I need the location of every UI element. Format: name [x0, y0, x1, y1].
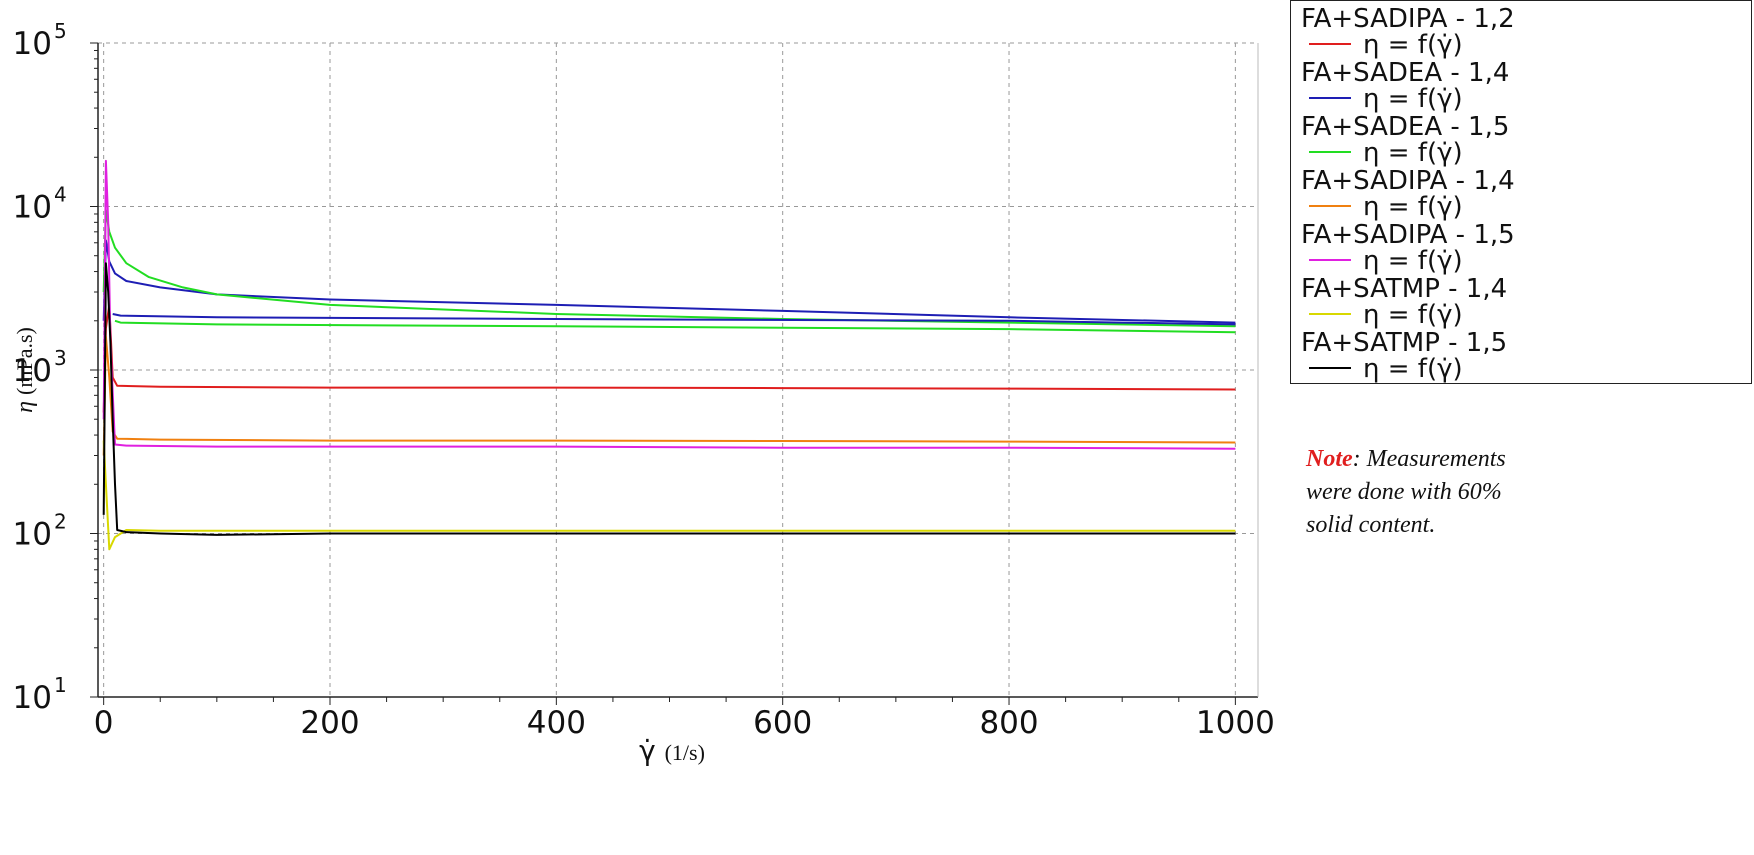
x-tick-label: 0: [94, 705, 114, 741]
legend-series-item: η = f(γ̇): [1309, 355, 1463, 383]
y-axis-title: η (mPa.s): [12, 327, 38, 413]
y-tick-exponent: 3: [54, 346, 67, 370]
series-line-8: [112, 313, 1236, 326]
legend-swatch: [1309, 150, 1351, 153]
x-axis-unit: (1/s): [665, 740, 705, 765]
axis-layer: [90, 42, 1259, 705]
legend-series-function: η = f(γ̇): [1363, 300, 1463, 330]
y-tick-label: 10: [13, 190, 52, 226]
legend-series-item: η = f(γ̇): [1309, 193, 1463, 221]
legend-series-name: FA+SADIPA - 1,2: [1301, 4, 1515, 34]
legend-series-name: FA+SADEA - 1,5: [1301, 112, 1510, 142]
legend-series-name: FA+SADEA - 1,4: [1301, 58, 1510, 88]
legend-series-function: η = f(γ̇): [1363, 354, 1463, 384]
legend-swatch: [1309, 366, 1351, 369]
x-tick-label: 200: [300, 705, 359, 741]
grid-layer: [98, 42, 1258, 698]
y-tick-label: 10: [13, 680, 52, 716]
legend-series-name: FA+SADIPA - 1,4: [1301, 166, 1515, 196]
legend: FA+SADIPA - 1,2 η = f(γ̇) FA+SADEA - 1,4 η …: [1290, 0, 1752, 384]
series-line-5: [102, 159, 1236, 450]
legend-series-item: η = f(γ̇): [1309, 301, 1463, 329]
series-line-9: [114, 319, 1236, 334]
legend-series-function: η = f(γ̇): [1363, 30, 1463, 60]
y-axis-unit: (mPa.s): [12, 327, 37, 395]
legend-swatch: [1309, 96, 1351, 99]
legend-swatch: [1309, 42, 1351, 45]
legend-series-name: FA+SADIPA - 1,5: [1301, 220, 1515, 250]
x-tick-label: 800: [979, 705, 1038, 741]
y-tick-exponent: 1: [54, 673, 67, 697]
y-tick-exponent: 2: [54, 510, 67, 534]
x-tick-label: 600: [753, 705, 812, 741]
legend-series-item: η = f(γ̇): [1309, 247, 1463, 275]
y-axis-symbol: η: [12, 395, 38, 413]
y-tick-label: 10: [13, 26, 52, 62]
legend-series-item: η = f(γ̇): [1309, 139, 1463, 167]
y-tick-label: 10: [13, 353, 52, 389]
y-tick-exponent: 4: [54, 183, 67, 207]
y-tick-exponent: 5: [54, 19, 67, 43]
legend-series-function: η = f(γ̇): [1363, 84, 1463, 114]
x-axis-title: γ̇ (1/s): [639, 734, 705, 767]
note-text: : Measurements were done with 60% solid …: [1306, 446, 1506, 538]
series-line-7: [102, 262, 1236, 536]
legend-series-name: FA+SATMP - 1,5: [1301, 328, 1508, 358]
legend-series-function: η = f(γ̇): [1363, 138, 1463, 168]
x-tick-label: 400: [527, 705, 586, 741]
x-tick-label: 1000: [1196, 705, 1275, 741]
legend-swatch: [1309, 312, 1351, 315]
y-tick-label: 10: [13, 517, 52, 553]
legend-series-name: FA+SATMP - 1,4: [1301, 274, 1508, 304]
series-line-4: [102, 335, 1236, 456]
x-axis-symbol: γ̇: [639, 734, 664, 767]
legend-series-function: η = f(γ̇): [1363, 192, 1463, 222]
legend-series-item: η = f(γ̇): [1309, 85, 1463, 113]
legend-swatch: [1309, 258, 1351, 261]
legend-swatch: [1309, 204, 1351, 207]
series-line-6: [102, 440, 1236, 551]
series-line-2: [102, 239, 1236, 324]
note-annotation: Note: Measurements were done with 60% so…: [1306, 443, 1546, 542]
legend-series-function: η = f(γ̇): [1363, 246, 1463, 276]
note-key: Note: [1306, 446, 1353, 472]
series-layer: [102, 159, 1236, 551]
legend-series-item: η = f(γ̇): [1309, 31, 1463, 59]
